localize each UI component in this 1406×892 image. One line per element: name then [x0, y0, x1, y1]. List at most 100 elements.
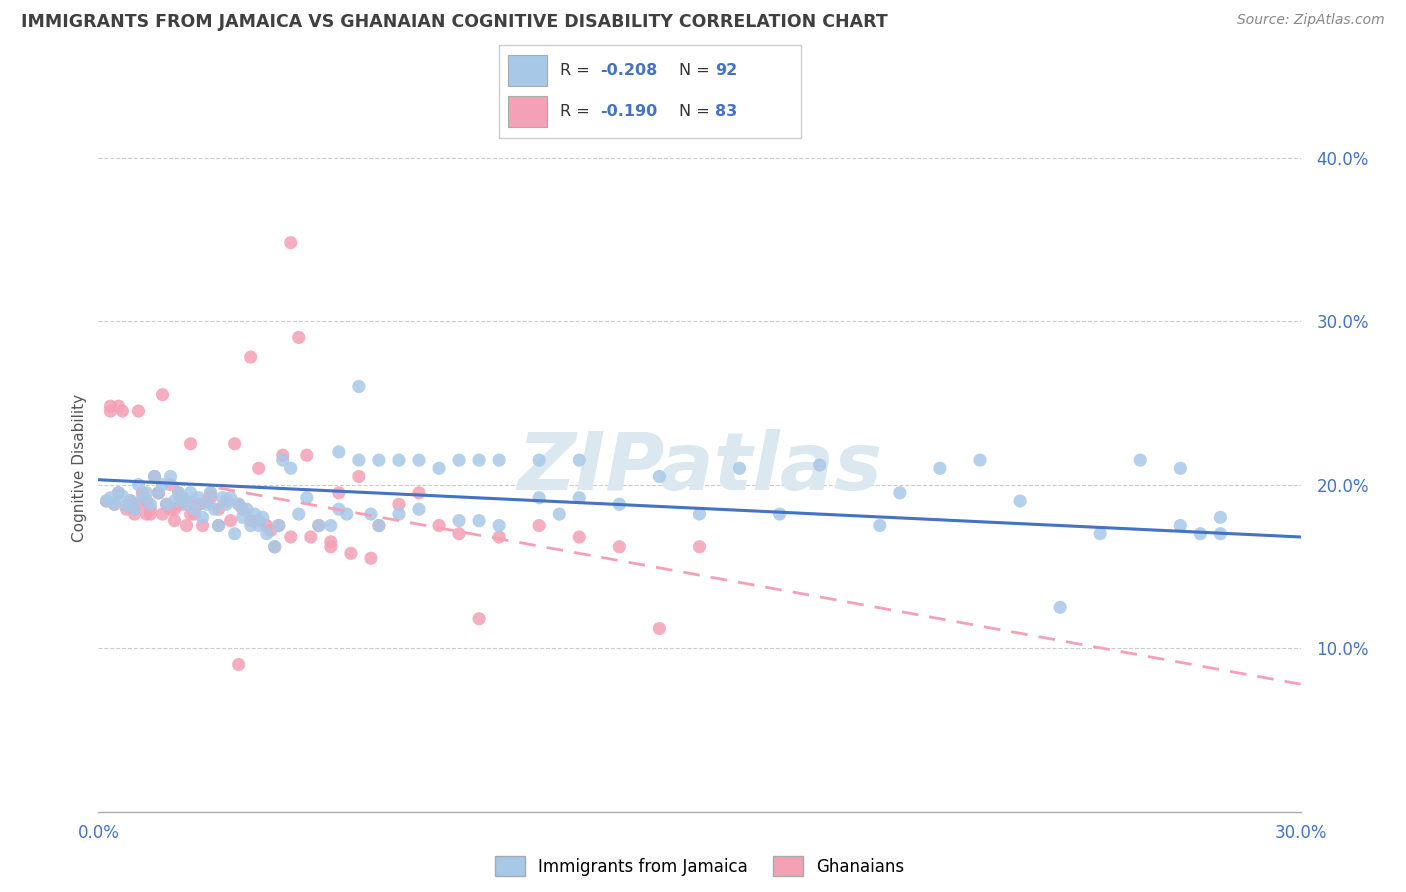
Point — [408, 502, 430, 516]
Point — [288, 507, 311, 521]
Point — [228, 657, 250, 672]
Point — [219, 514, 242, 528]
Point — [929, 461, 952, 475]
Point — [143, 469, 166, 483]
Point — [368, 518, 391, 533]
Text: 83: 83 — [716, 104, 738, 119]
Point — [187, 497, 209, 511]
Point — [408, 485, 430, 500]
Point — [388, 453, 411, 467]
Point — [889, 485, 911, 500]
Point — [468, 453, 491, 467]
Point — [548, 507, 571, 521]
Point — [139, 507, 162, 521]
Text: IMMIGRANTS FROM JAMAICA VS GHANAIAN COGNITIVE DISABILITY CORRELATION CHART: IMMIGRANTS FROM JAMAICA VS GHANAIAN COGN… — [21, 13, 887, 31]
Point — [183, 502, 205, 516]
Point — [211, 491, 233, 505]
Point — [228, 497, 250, 511]
Point — [1189, 526, 1212, 541]
Bar — [508, 55, 547, 86]
Point — [447, 526, 470, 541]
Point — [208, 518, 231, 533]
FancyBboxPatch shape — [499, 45, 801, 138]
Point — [468, 612, 491, 626]
Point — [115, 502, 138, 516]
Point — [176, 497, 198, 511]
Point — [648, 469, 671, 483]
Point — [688, 507, 710, 521]
Point — [120, 494, 142, 508]
Point — [295, 448, 318, 462]
Point — [96, 494, 118, 508]
Point — [869, 518, 891, 533]
Point — [180, 507, 202, 521]
Point — [247, 518, 270, 533]
Point — [120, 494, 142, 508]
Point — [96, 494, 118, 508]
Point — [256, 526, 278, 541]
Point — [1209, 526, 1232, 541]
Point — [288, 330, 311, 344]
Point — [135, 494, 157, 508]
Point — [1088, 526, 1111, 541]
Point — [191, 510, 214, 524]
Point — [280, 530, 302, 544]
Text: Source: ZipAtlas.com: Source: ZipAtlas.com — [1237, 13, 1385, 28]
Point — [100, 404, 122, 418]
Point — [152, 477, 174, 491]
Point — [488, 518, 510, 533]
Point — [488, 530, 510, 544]
Point — [568, 491, 591, 505]
Point — [155, 497, 177, 511]
Text: ZIPatlas: ZIPatlas — [517, 429, 882, 508]
Point — [200, 485, 222, 500]
Point — [107, 399, 129, 413]
Point — [187, 491, 209, 505]
Point — [336, 507, 359, 521]
Point — [280, 461, 302, 475]
Point — [347, 453, 370, 467]
Point — [100, 399, 122, 413]
Point — [340, 546, 363, 560]
Point — [328, 445, 350, 459]
Point — [215, 497, 238, 511]
Point — [239, 518, 262, 533]
Point — [388, 497, 411, 511]
Point — [263, 540, 285, 554]
Point — [360, 551, 382, 566]
Point — [128, 404, 150, 418]
Point — [388, 507, 411, 521]
Point — [215, 494, 238, 508]
Point — [447, 453, 470, 467]
Point — [609, 497, 631, 511]
Point — [247, 514, 270, 528]
Point — [163, 514, 186, 528]
Text: 92: 92 — [716, 62, 738, 78]
Point — [143, 469, 166, 483]
Point — [159, 469, 181, 483]
Point — [328, 485, 350, 500]
Point — [167, 485, 190, 500]
Point — [808, 458, 831, 472]
Point — [468, 514, 491, 528]
Point — [368, 453, 391, 467]
Point — [232, 502, 254, 516]
Point — [195, 494, 218, 508]
Point — [124, 507, 146, 521]
Point — [176, 518, 198, 533]
Point — [319, 534, 342, 549]
Point — [427, 461, 450, 475]
Point — [111, 404, 134, 418]
Point — [163, 494, 186, 508]
Point — [139, 497, 162, 511]
Point — [135, 507, 157, 521]
Point — [308, 518, 330, 533]
Point — [204, 502, 226, 516]
Point — [103, 497, 125, 511]
Point — [180, 485, 202, 500]
Point — [256, 518, 278, 533]
Point — [529, 491, 551, 505]
Point — [135, 485, 157, 500]
Point — [252, 510, 274, 524]
Point — [280, 235, 302, 250]
